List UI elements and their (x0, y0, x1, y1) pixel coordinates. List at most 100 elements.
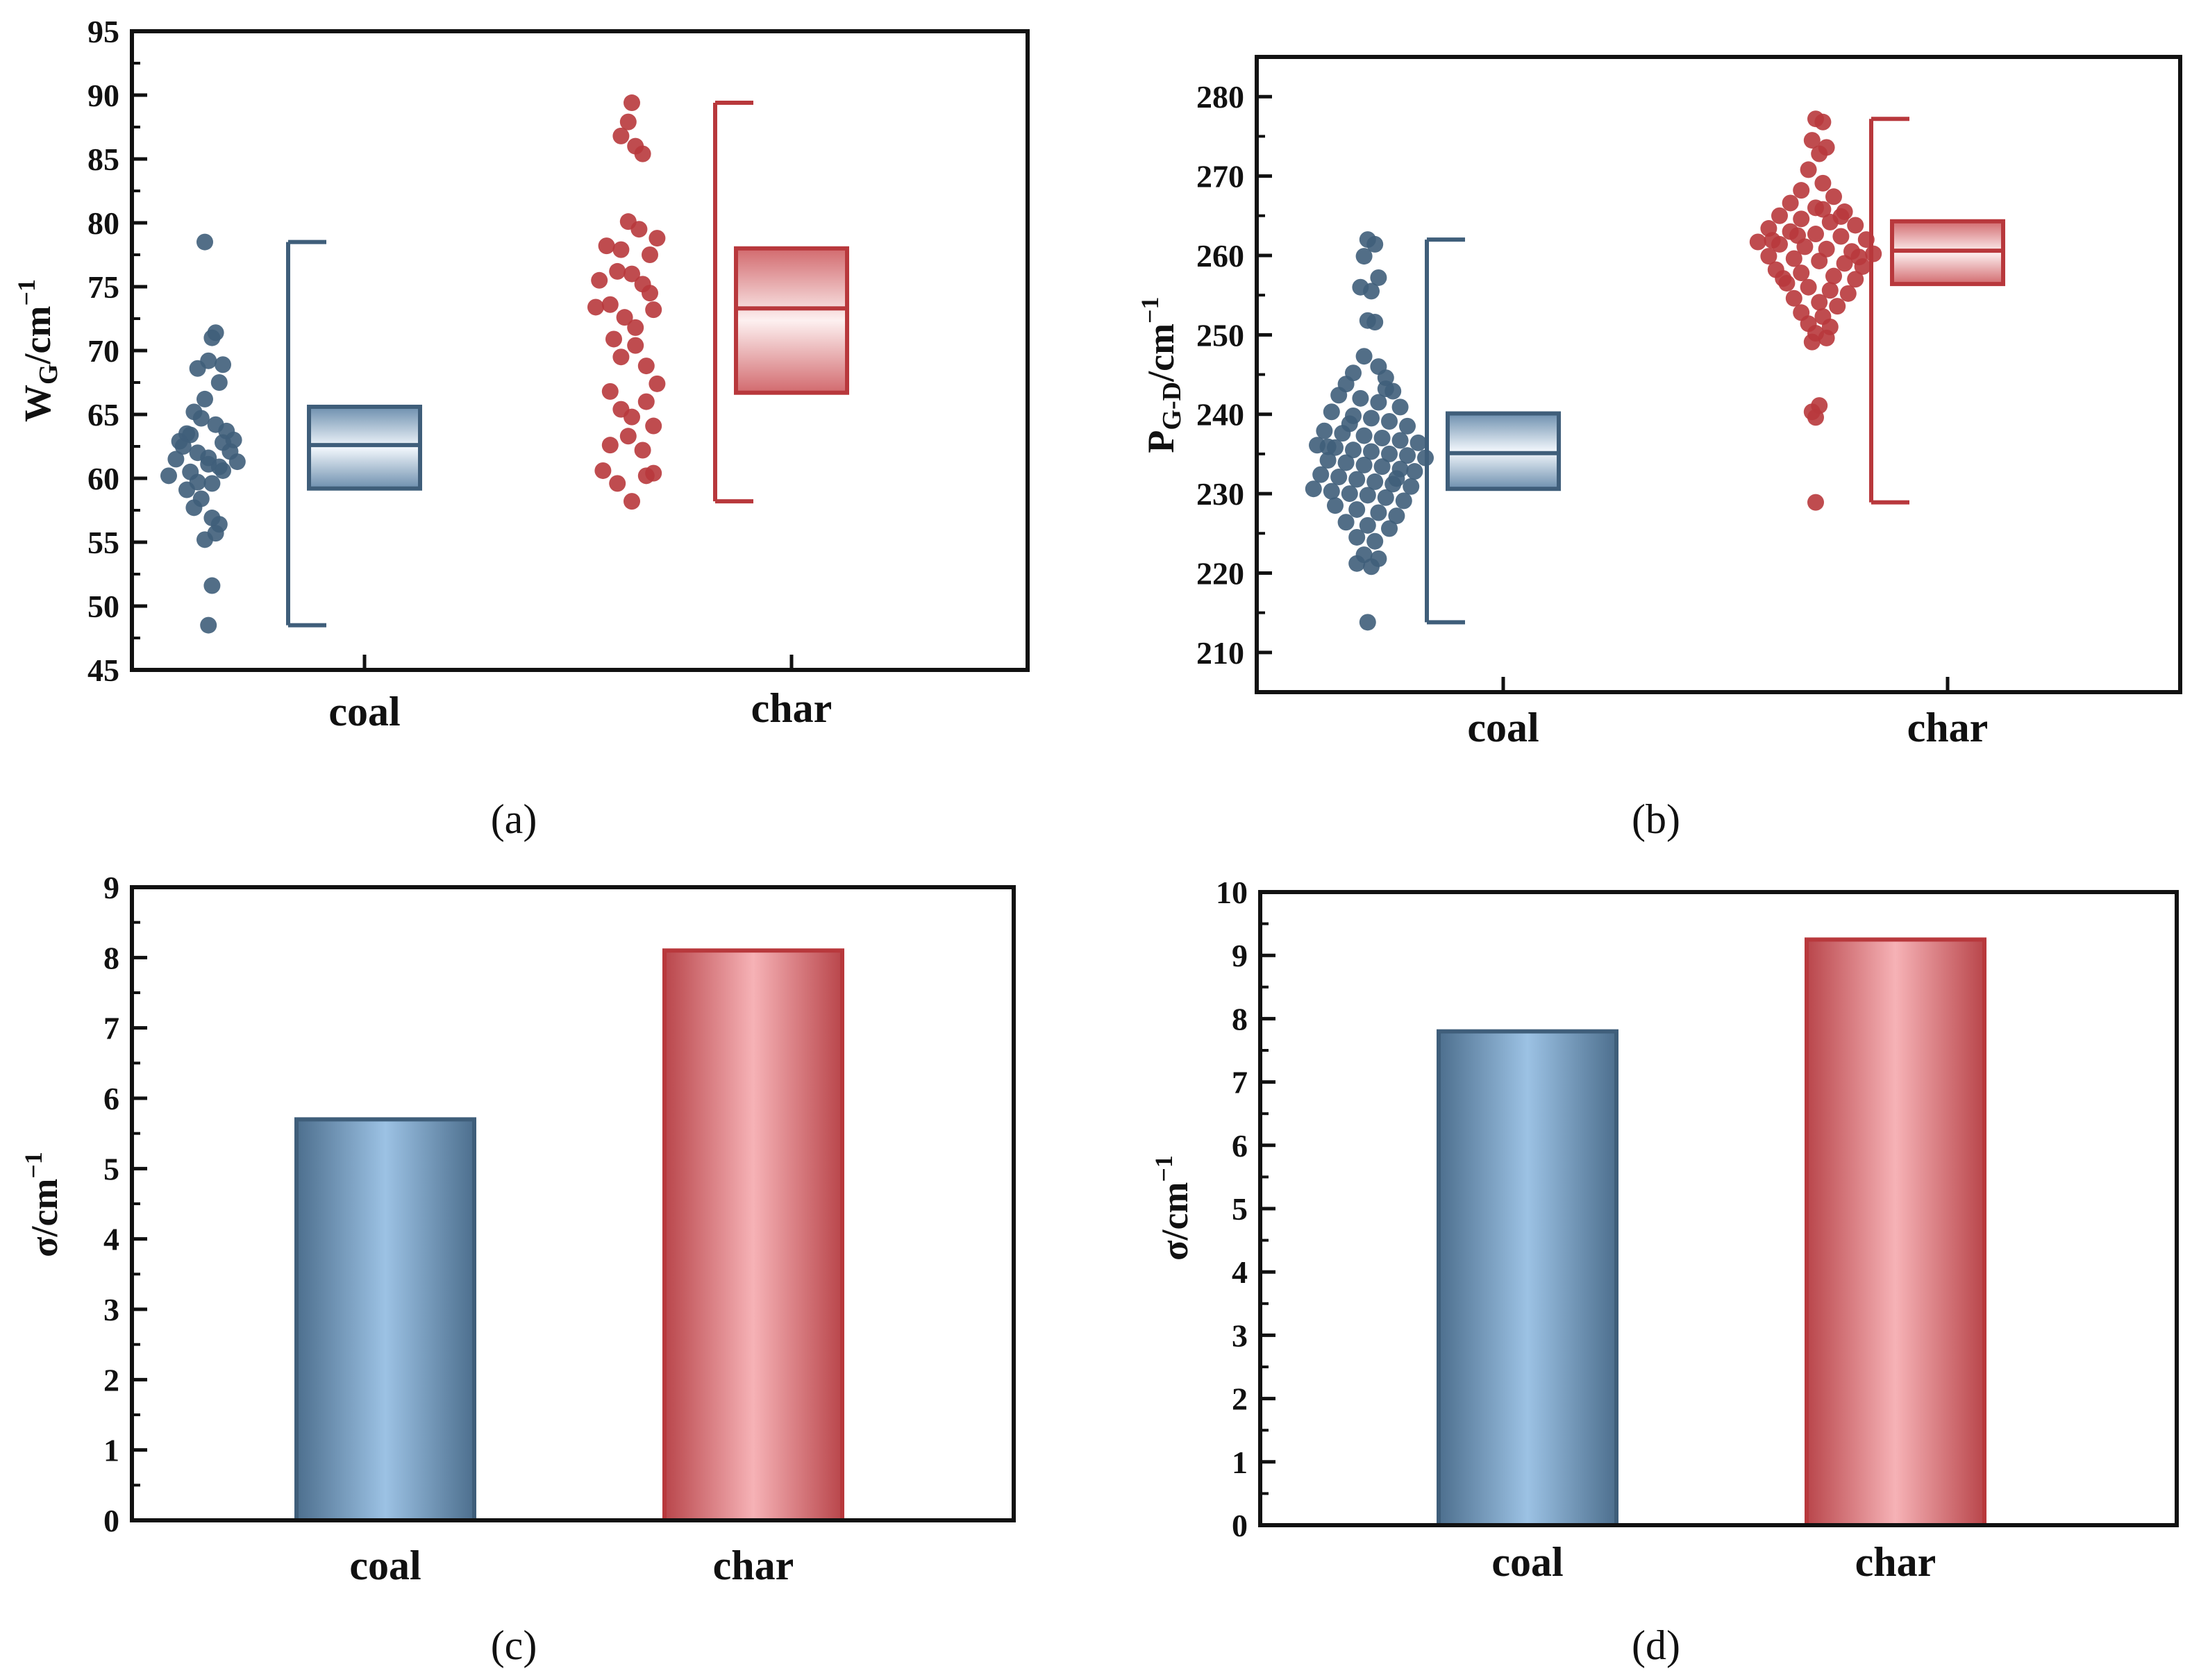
panel-a-char-point (645, 301, 662, 319)
panel-c-ytick-label: 3 (103, 1292, 119, 1327)
panel-a-char-point (591, 271, 608, 289)
panel-b-coal-point (1366, 532, 1384, 550)
panel-b-char-point (1803, 333, 1821, 351)
panel-a-coal-point (228, 453, 246, 471)
panel-a-ytick-label: 55 (87, 525, 119, 560)
panel-b-ytick-label: 220 (1196, 555, 1244, 591)
panel-a-char-point (624, 493, 640, 510)
panel-b-char-point (1814, 201, 1832, 218)
panel-b-coal-point (1355, 348, 1373, 365)
panel-b-char-point (1821, 282, 1839, 299)
panel-c-category-char: char (713, 1543, 794, 1588)
panel-d-bar-char (1805, 937, 1986, 1527)
panel-b-char-point (1829, 298, 1846, 315)
panel-a-coal-point (203, 475, 221, 492)
panel-a-coal-point (189, 473, 206, 491)
panel-b-char-point (1800, 278, 1817, 296)
panel-a-char-point (612, 241, 630, 258)
panel-b-char-point (1847, 217, 1864, 234)
panel-b-char-point (1811, 294, 1828, 311)
panel-c-ytick-label: 7 (103, 1011, 119, 1046)
panel-b-coal-point (1381, 520, 1398, 537)
panel-a-category-char: char (751, 685, 833, 731)
panel-b-coal-point (1330, 469, 1348, 486)
panel-b-coal-point (1363, 410, 1380, 427)
panel-b-ytick-label: 270 (1196, 159, 1244, 194)
panel-b-coal-point (1370, 269, 1387, 286)
panel-d-ytick-label: 10 (1216, 875, 1248, 910)
panel-a-label: (a) (491, 796, 537, 842)
panel-a-char-point (609, 262, 626, 280)
panel-b-char-point (1785, 250, 1802, 267)
panel-a-char-point (645, 464, 662, 482)
panel-b-coal-point (1409, 434, 1427, 451)
panel-b-char-point (1807, 494, 1824, 511)
panel-d-bars (1437, 937, 1986, 1527)
panel-a-char-point (605, 330, 622, 348)
panel-d-ytick-label: 0 (1232, 1508, 1248, 1543)
panel-b-coal-point (1381, 445, 1398, 462)
panel-d-ytitle: σ/cm−1 (1150, 1155, 1196, 1261)
panel-b-coal-point (1417, 449, 1434, 467)
panel-c-ytick-label: 6 (103, 1081, 119, 1116)
panel-b-coal-point (1391, 398, 1409, 416)
panel-a-boxes (286, 101, 849, 628)
panel-a-coal-point (207, 324, 224, 342)
panel-a-frame (130, 29, 1030, 672)
panel-a: 45 50 55 60 65 70 75 80 85 90 95 WG/cm−1 coal char… (12, 14, 1030, 842)
panel-b-coal-point (1337, 454, 1355, 471)
panel-a-char-point (598, 237, 615, 255)
panel-b-coal-point (1337, 514, 1355, 531)
panel-c-frame (130, 885, 1016, 1522)
panel-b-coal-point (1312, 466, 1330, 483)
panel-a-ytick-label: 75 (87, 269, 119, 305)
panel-a-coal-point (167, 451, 185, 468)
panel-a-coal-point (185, 403, 203, 421)
panel-b-ytick-label: 230 (1196, 476, 1244, 512)
panel-c: 0 1 2 3 4 5 6 7 8 9 σ/cm−1 coal char (c) (19, 870, 1016, 1668)
panel-b-ticks: 210 220 230 240 250 260 270 280 (1196, 79, 1950, 692)
panel-a-coal-point (185, 499, 203, 516)
panel-a-ytick-label: 60 (87, 461, 119, 496)
panel-b-coal-point (1323, 403, 1340, 421)
panel-a-char-point (634, 442, 651, 459)
panel-b-char-point (1814, 113, 1832, 131)
panel-a-char-point (612, 127, 630, 144)
panel-b-ytick-label: 250 (1196, 317, 1244, 353)
panel-c-label: (c) (491, 1622, 537, 1668)
panel-b-char-point (1832, 208, 1850, 225)
panel-b-ytick-label: 260 (1196, 238, 1244, 274)
panel-a-char-point (609, 475, 626, 492)
panel-b-coal-point (1352, 389, 1369, 407)
panel-d-bar-coal (1437, 1029, 1618, 1527)
panel-a-char-point (601, 383, 619, 400)
panel-b-coal-point (1373, 430, 1391, 446)
panel-a-char-point (649, 230, 666, 247)
panel-b-char-point (1818, 329, 1835, 346)
panel-b-char-point (1811, 145, 1828, 162)
panel-b-char-point (1760, 248, 1777, 265)
panel-b-coal-point (1381, 412, 1398, 430)
panel-b-points (1305, 110, 1882, 631)
panel-a-char-point (624, 94, 640, 112)
panel-c-bars (294, 948, 844, 1522)
panel-b-char-point (1847, 271, 1864, 288)
panel-a-char-point (645, 417, 662, 435)
panel-b-char-point (1749, 233, 1766, 251)
panel-a-char-point (624, 408, 640, 426)
panel-b-char-point (1807, 226, 1824, 243)
panel-b-char-point (1811, 252, 1828, 269)
panel-b-coal-point (1359, 614, 1376, 631)
panel-d-ytick-label: 1 (1232, 1445, 1248, 1480)
panel-b-char-point (1793, 182, 1810, 199)
panel-b-coal-point (1406, 463, 1423, 480)
panel-b-coal-point (1366, 473, 1384, 490)
panel-d-ticks: 0 1 2 3 4 5 6 7 8 9 10 (1216, 875, 1898, 1543)
panel-b-char-point (1782, 194, 1799, 212)
panel-a-coal-point (196, 531, 213, 548)
panel-b-char-point (1850, 249, 1868, 266)
panel-a-char-point (642, 246, 658, 263)
panel-a-category-coal: coal (328, 689, 400, 734)
panel-b-coal-point (1319, 452, 1337, 469)
